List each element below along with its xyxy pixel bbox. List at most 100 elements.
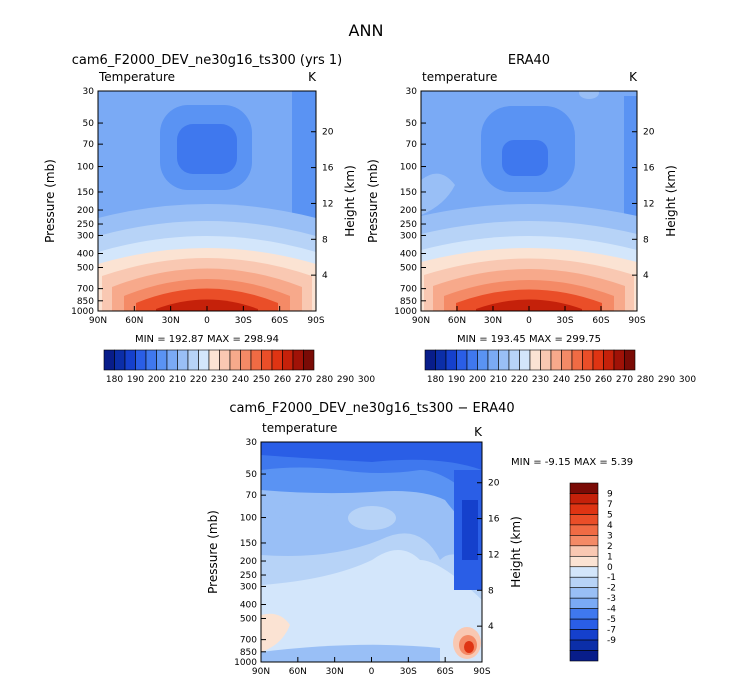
x-tick-label: 60N [448, 316, 466, 326]
y-right-axis-label: Height (km) [509, 516, 523, 587]
stats-text: MIN = -9.15 MAX = 5.39 [511, 457, 633, 468]
colorbar-label: 0 [607, 563, 613, 573]
panel-model-title: cam6_F2000_DEV_ne30g16_ts300 (yrs 1) [72, 53, 342, 68]
colorbar-label: 240 [553, 375, 570, 385]
colorbar-swatch [445, 349, 457, 371]
y-tick-label: 300 [240, 582, 257, 592]
colorbar-swatch [569, 608, 599, 620]
contour-band-190-core [177, 124, 237, 174]
colorbar-swatch [519, 349, 531, 371]
panel-reanalysis-units: K [629, 70, 638, 84]
colorbar-swatch [166, 349, 178, 371]
colorbar-label: 9 [607, 489, 613, 499]
colorbar-label: 210 [169, 375, 186, 385]
colorbar-swatch [219, 349, 231, 371]
y-right-tick-label: 8 [643, 235, 649, 245]
colorbar-label: -2 [607, 584, 616, 594]
x-tick-label: 90S [628, 316, 645, 326]
y-tick-label: 500 [240, 615, 257, 625]
y-axis-label: Pressure (mb) [206, 510, 220, 594]
colorbar-swatch [569, 545, 599, 557]
colorbar-swatch [624, 349, 636, 371]
y-right-tick-label: 20 [322, 128, 334, 138]
y-tick-label: 100 [240, 514, 257, 524]
panel-model-variable: Temperature [98, 70, 175, 84]
colorbar-swatch [582, 349, 594, 371]
y-right-tick-label: 16 [322, 164, 334, 174]
colorbar-label: 250 [574, 375, 591, 385]
x-tick-label: 90S [473, 667, 490, 677]
y-tick-label: 400 [240, 601, 257, 611]
y-tick-label: 150 [240, 539, 257, 549]
y-tick-label: 850 [400, 297, 417, 307]
panel-difference: cam6_F2000_DEV_ne30g16_ts300 − ERA40 tem… [206, 401, 633, 677]
contour-band-300 [156, 299, 258, 311]
colorbar-swatch [250, 349, 262, 371]
x-tick-label: 0 [204, 316, 210, 326]
colorbar-swatch [114, 349, 126, 371]
x-tick-label: 90S [307, 316, 324, 326]
y-right-tick-label: 4 [643, 271, 649, 281]
y-right-tick-label: 12 [488, 550, 499, 560]
colorbar-swatch [569, 618, 599, 630]
colorbar-label: 210 [490, 375, 507, 385]
y-right-tick-label: 8 [322, 235, 328, 245]
colorbar-swatch [282, 349, 294, 371]
contour-band-220-west [421, 173, 455, 215]
colorbar-swatch [177, 349, 189, 371]
x-tick-label: 60S [271, 316, 288, 326]
colorbar-swatch [240, 349, 252, 371]
colorbar-swatch [271, 349, 283, 371]
colorbar-label: 200 [469, 375, 486, 385]
x-tick-label: 30S [400, 667, 417, 677]
colorbar-label: 2 [607, 542, 613, 552]
colorbar-label: 290 [337, 375, 354, 385]
panel-difference-variable: temperature [262, 421, 337, 435]
contour-band-5-south [464, 641, 474, 653]
colorbar-label: 270 [295, 375, 312, 385]
colorbar-swatch [569, 566, 599, 578]
colorbar-label: 250 [253, 375, 270, 385]
colorbar-swatch [569, 650, 599, 662]
colorbar-swatch [569, 587, 599, 599]
colorbar-label: -7 [607, 626, 616, 636]
y-tick-label: 30 [246, 438, 258, 448]
colorbar-label: 270 [616, 375, 633, 385]
contour-band-190-core [502, 140, 548, 176]
colorbar-swatch [156, 349, 168, 371]
y-right-axis-label: Height (km) [343, 165, 357, 236]
y-right-tick-label: 8 [488, 586, 494, 596]
y-right-tick-label: 12 [643, 199, 654, 209]
y-tick-label: 100 [400, 163, 417, 173]
contour-band-1-west [261, 613, 290, 652]
colorbar-swatch [229, 349, 241, 371]
y-tick-label: 700 [240, 636, 257, 646]
panel-reanalysis-variable: temperature [422, 70, 497, 84]
panel-difference-units: K [474, 425, 483, 439]
colorbar-label: 3 [607, 531, 613, 541]
colorbar-swatch [292, 349, 304, 371]
colorbar-swatch [569, 629, 599, 641]
colorbar-swatch [498, 349, 510, 371]
y-right-tick-label: 16 [488, 515, 500, 525]
panel-reanalysis: ERA40 temperature K 90N 60N 30N 0 30S 60S 90S 3… [366, 53, 696, 385]
contour-band-200-east [292, 91, 316, 221]
colorbar-swatch [592, 349, 604, 371]
colorbar-swatch [477, 349, 489, 371]
colorbar-label: 260 [274, 375, 291, 385]
colorbar-label: 7 [607, 500, 613, 510]
y-tick-label: 400 [77, 250, 94, 260]
x-tick-label: 60N [125, 316, 143, 326]
y-tick-label: 500 [77, 264, 94, 274]
y-tick-label: 1000 [71, 307, 94, 317]
colorbar-swatch [261, 349, 273, 371]
y-right-tick-label: 20 [488, 479, 500, 489]
colorbar-swatch [569, 503, 599, 515]
colorbar-label: 190 [448, 375, 465, 385]
y-tick-label: 400 [400, 250, 417, 260]
colorbar-swatch [508, 349, 520, 371]
colorbar-label: 200 [148, 375, 165, 385]
colorbar-swatch [456, 349, 468, 371]
colorbar-swatch [569, 493, 599, 505]
x-tick-label: 60S [592, 316, 609, 326]
